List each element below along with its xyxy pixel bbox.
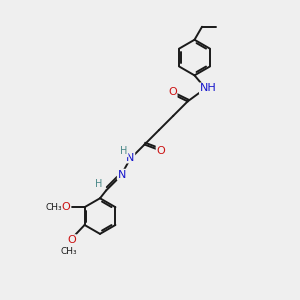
Text: CH₃: CH₃ bbox=[46, 203, 62, 212]
Text: NH: NH bbox=[200, 83, 217, 93]
Text: O: O bbox=[67, 235, 76, 245]
Text: H: H bbox=[95, 179, 102, 189]
Text: H: H bbox=[120, 146, 128, 156]
Text: N: N bbox=[118, 170, 126, 180]
Text: N: N bbox=[126, 152, 134, 163]
Text: CH₃: CH₃ bbox=[61, 247, 77, 256]
Text: O: O bbox=[157, 146, 165, 156]
Text: O: O bbox=[168, 88, 177, 98]
Text: O: O bbox=[62, 202, 70, 212]
